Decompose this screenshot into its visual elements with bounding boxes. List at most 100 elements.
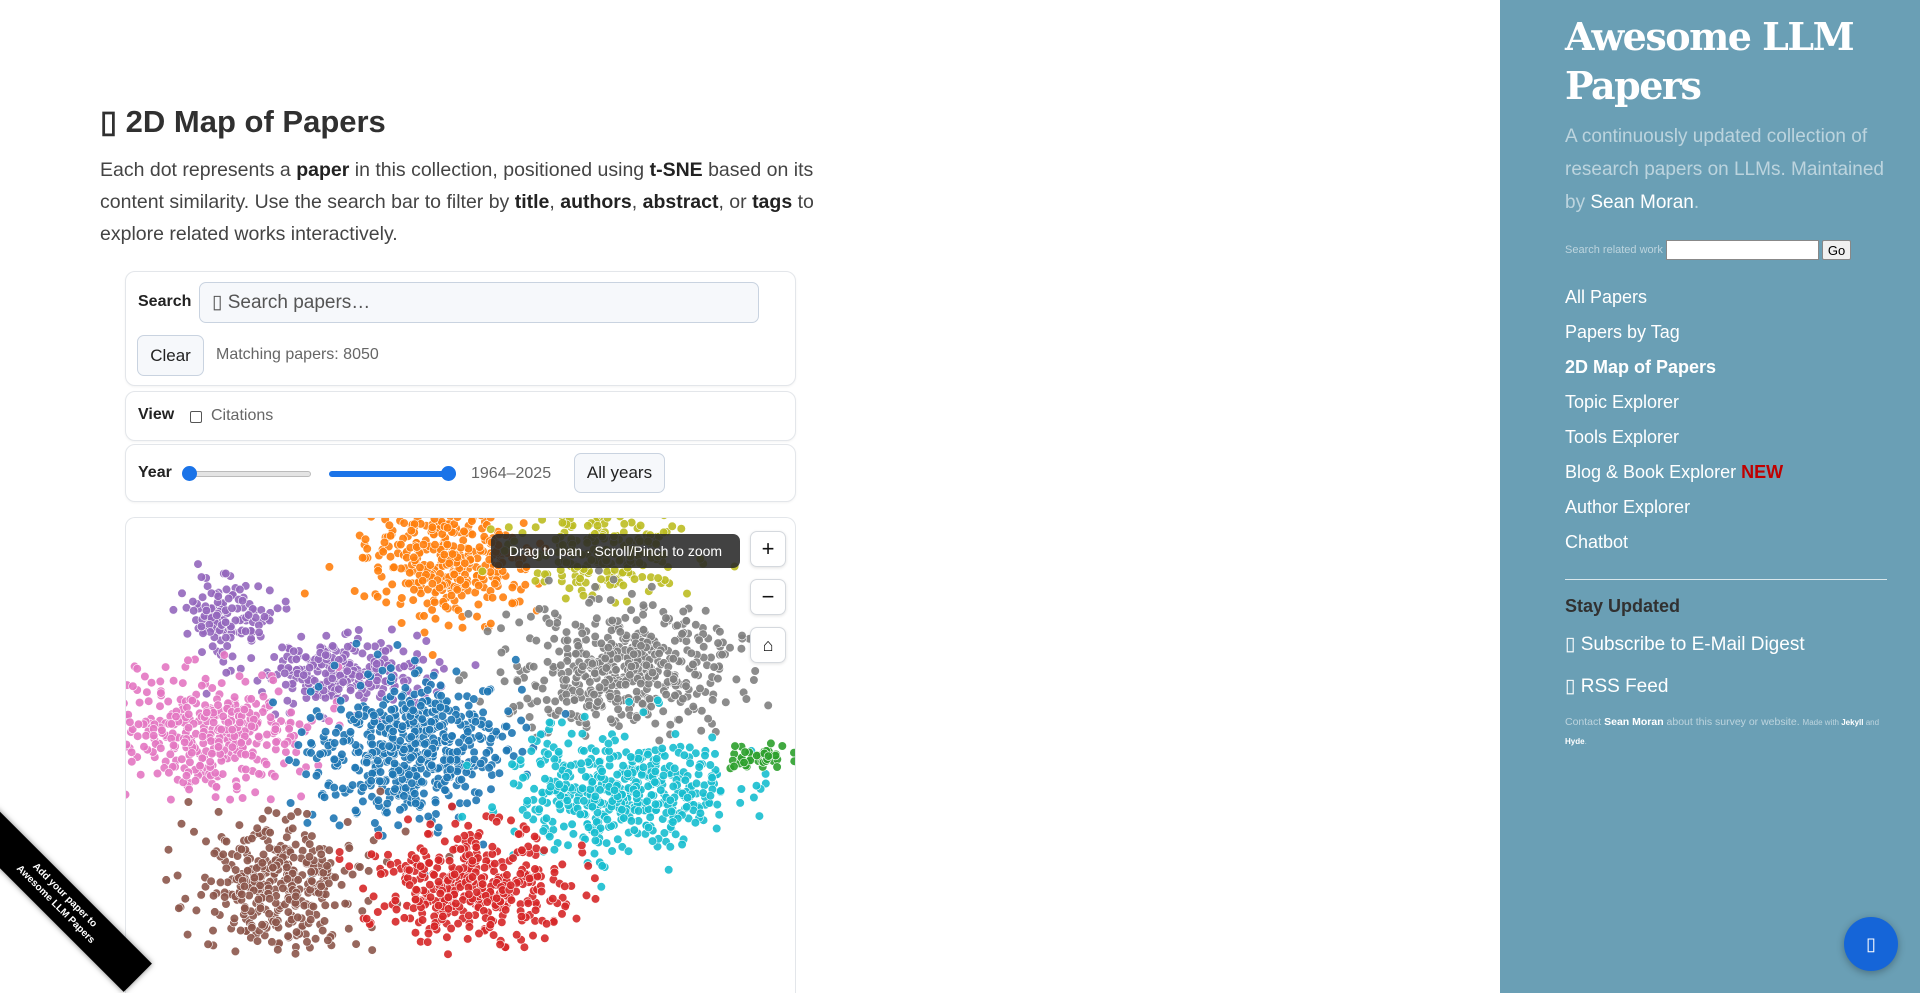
paper-dot[interactable] [471,842,481,852]
paper-dot[interactable] [650,719,660,729]
paper-dot[interactable] [561,593,571,604]
paper-dot[interactable] [638,600,649,610]
paper-dot[interactable] [672,620,682,630]
paper-dot[interactable] [447,731,457,741]
paper-dot[interactable] [508,853,518,863]
paper-dot[interactable] [227,651,238,661]
paper-dot[interactable] [230,946,240,957]
paper-dot[interactable] [338,736,348,746]
paper-dot[interactable] [221,632,231,643]
paper-dot[interactable] [428,650,438,660]
jekyll-link[interactable]: Jekyll [1841,718,1864,727]
paper-dot[interactable] [410,668,420,678]
paper-dot[interactable] [271,737,281,747]
paper-dot[interactable] [690,818,701,828]
paper-dot[interactable] [266,794,276,804]
paper-dot[interactable] [393,820,403,830]
paper-dot[interactable] [389,686,400,696]
paper-dot[interactable] [678,694,688,704]
paper-dot[interactable] [543,640,553,651]
paper-dot[interactable] [163,696,173,707]
paper-dot[interactable] [237,889,247,899]
paper-dot[interactable] [397,593,407,603]
paper-dot[interactable] [777,741,787,751]
paper-dot[interactable] [391,917,401,927]
paper-dot[interactable] [593,697,603,707]
paper-dot[interactable] [409,552,419,563]
paper-dot[interactable] [514,617,524,627]
paper-dot[interactable] [269,652,279,662]
paper-dot[interactable] [451,898,461,909]
paper-dot[interactable] [314,711,324,721]
paper-dot[interactable] [626,661,637,672]
paper-dot[interactable] [645,812,655,822]
paper-dot[interactable] [426,892,436,902]
paper-dot[interactable] [213,591,223,601]
paper-dot[interactable] [423,685,433,695]
paper-dot[interactable] [373,592,383,602]
paper-dot[interactable] [235,584,245,595]
paper-dot[interactable] [575,809,585,819]
paper-dot[interactable] [677,629,687,639]
paper-dot[interactable] [249,873,259,883]
paper-dot[interactable] [668,817,678,827]
paper-dot[interactable] [306,915,316,925]
paper-dot[interactable] [581,890,592,901]
paper-dot[interactable] [437,711,448,721]
paper-dot[interactable] [399,791,409,801]
paper-dot[interactable] [329,783,339,793]
paper-dot[interactable] [578,590,589,601]
paper-dot[interactable] [652,754,662,764]
paper-dot[interactable] [370,818,380,828]
paper-dot[interactable] [410,655,420,666]
paper-dot[interactable] [126,747,137,757]
paper-dot[interactable] [668,654,678,664]
paper-dot[interactable] [302,937,312,947]
contact-link[interactable]: Sean Moran [1604,716,1664,728]
paper-dot[interactable] [502,745,512,756]
paper-dot[interactable] [373,907,383,917]
year-max-slider[interactable] [329,471,456,477]
paper-dot[interactable] [373,795,383,805]
chatbot-button[interactable]: ▯ [1844,917,1898,971]
paper-dot[interactable] [486,784,496,794]
paper-dot[interactable] [213,742,224,752]
paper-dot[interactable] [478,707,488,717]
paper-dot[interactable] [274,686,284,696]
paper-dot[interactable] [423,928,434,939]
paper-dot[interactable] [625,670,635,680]
paper-dot[interactable] [590,894,601,904]
paper-dot[interactable] [450,819,460,829]
paper-dot[interactable] [629,649,639,659]
paper-dot[interactable] [355,862,365,872]
paper-dot[interactable] [155,701,165,711]
paper-dot[interactable] [195,761,205,771]
paper-dot[interactable] [354,710,364,720]
paper-dot[interactable] [399,745,409,755]
paper-dot[interactable] [623,768,633,779]
paper-dot[interactable] [579,746,589,756]
paper-dot[interactable] [212,610,222,620]
paper-dot[interactable] [412,630,422,641]
paper-dot[interactable] [141,731,151,741]
paper-dot[interactable] [441,602,451,612]
paper-dot[interactable] [284,755,294,765]
paper-dot[interactable] [544,618,555,628]
paper-dot[interactable] [529,662,539,672]
paper-dot[interactable] [379,537,390,547]
paper-dot[interactable] [265,585,275,595]
paper-dot[interactable] [712,823,722,834]
paper-dot[interactable] [464,701,474,711]
paper-dot[interactable] [714,810,724,820]
paper-dot[interactable] [444,620,454,631]
paper-dot[interactable] [617,805,627,815]
paper-dot[interactable] [160,662,171,672]
paper-dot[interactable] [712,800,722,810]
paper-dot[interactable] [462,760,472,770]
paper-dot[interactable] [320,900,330,910]
paper-dot[interactable] [462,798,472,808]
paper-dot[interactable] [197,681,207,691]
paper-dot[interactable] [549,845,560,855]
paper-dot[interactable] [180,894,190,904]
paper-dot[interactable] [229,913,239,924]
